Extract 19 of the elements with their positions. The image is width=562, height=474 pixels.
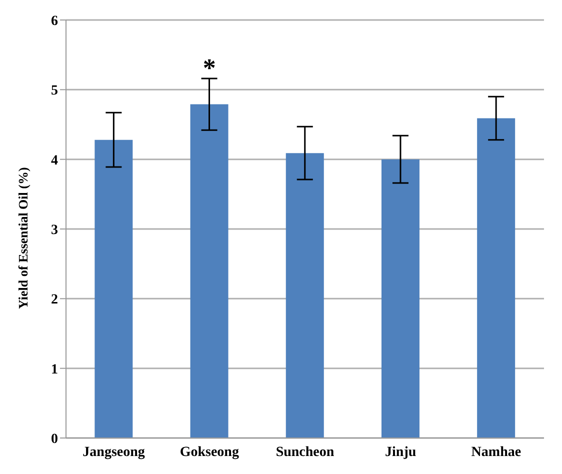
bar	[190, 104, 228, 438]
y-tick-label: 5	[51, 84, 58, 99]
y-tick-label: 2	[51, 292, 58, 308]
x-tick-label: Suncheon	[276, 444, 334, 460]
bar	[381, 159, 420, 438]
x-tick-label: Namhae	[471, 444, 522, 460]
bar	[477, 118, 516, 438]
y-axis-title: Yield of Essential Oil (%)	[16, 167, 31, 309]
y-tick-label: 0	[51, 432, 58, 447]
x-tick-label: Gokseong	[180, 444, 239, 460]
x-tick-label: Jinju	[385, 444, 416, 460]
y-tick-label: 6	[51, 14, 58, 29]
bar	[94, 140, 133, 438]
annotation: *	[202, 54, 216, 83]
x-tick-label: Jangseong	[82, 444, 145, 460]
bar	[286, 153, 324, 438]
y-tick-label: 3	[51, 222, 58, 238]
y-tick-label: 4	[51, 153, 58, 168]
y-tick-label: 1	[51, 362, 58, 378]
